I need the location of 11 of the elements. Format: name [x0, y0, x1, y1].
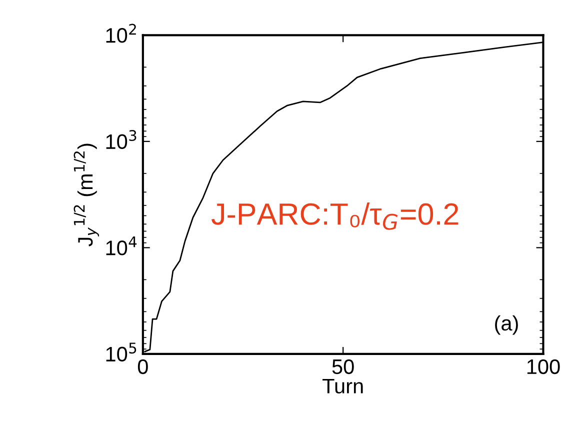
x-tick-label: 50	[332, 359, 354, 374]
annotation: (a)	[495, 315, 518, 335]
x-tick-label: 0	[138, 359, 148, 374]
y-tick-label: 10$^{5}$	[106, 342, 136, 362]
y-tick-label: 10$^{3}$	[106, 130, 136, 150]
x-axis-title: Turn	[322, 378, 363, 394]
y-axis-title: J$_{y}$$^{1/2}$ (m$^{1/2}$)	[74, 144, 100, 246]
annotation: J-PARC:T₀/τ$_{G}$=0.2	[211, 202, 458, 230]
x-tick-label: 100	[527, 359, 560, 374]
y-tick-label: 10$^{2}$	[106, 24, 136, 43]
y-tick-label: 10$^{4}$	[106, 236, 137, 256]
